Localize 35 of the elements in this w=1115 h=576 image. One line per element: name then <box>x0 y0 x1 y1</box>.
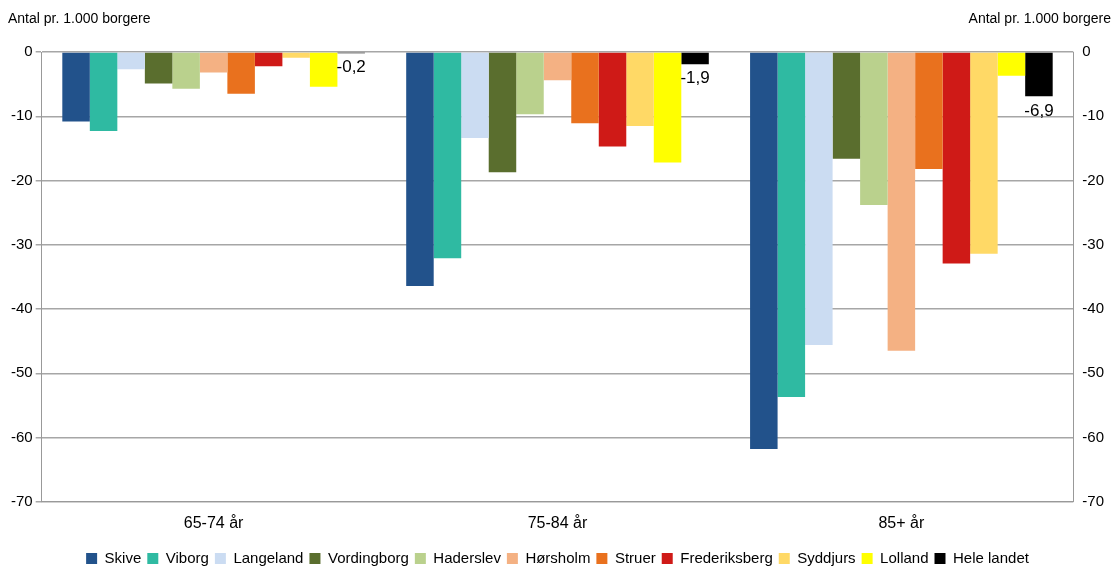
y2-tick-label: -10 <box>1082 106 1105 124</box>
legend-label: Haderslev <box>433 548 502 566</box>
legend-label: Skive <box>104 548 142 566</box>
y-tick-label: -70 <box>10 491 33 509</box>
y-tick-label: -10 <box>10 106 33 124</box>
legend-label: Hele landet <box>953 548 1030 566</box>
data-label: -0,2 <box>336 57 366 77</box>
legend-label: Langeland <box>233 548 304 566</box>
y2-axis-title: Antal pr. 1.000 borgere <box>968 9 1112 26</box>
x-tick-label: 85+ år <box>878 513 925 531</box>
y-tick-label: -60 <box>10 427 33 445</box>
legend-label: Lolland <box>880 548 929 566</box>
y-tick-label: -40 <box>10 299 33 317</box>
y-tick-label: 0 <box>24 42 33 60</box>
y-tick-label: -20 <box>10 170 33 188</box>
y-tick-label: -30 <box>10 234 33 252</box>
legend-label: Frederiksberg <box>680 548 773 566</box>
y2-tick-label: -70 <box>1082 491 1105 509</box>
x-tick-label: 75-84 år <box>527 513 588 531</box>
y2-tick-label: -20 <box>1082 170 1105 188</box>
y2-tick-label: -40 <box>1082 299 1105 317</box>
y2-tick-label: -50 <box>1082 363 1105 381</box>
legend-label: Struer <box>614 548 656 566</box>
legend-label: Syddjurs <box>797 548 856 566</box>
y2-tick-label: 0 <box>1082 42 1091 60</box>
legend-label: Viborg <box>165 548 209 566</box>
y2-tick-label: -30 <box>1082 234 1105 252</box>
legend-label: Vordingborg <box>327 548 409 566</box>
y-tick-label: -50 <box>10 363 33 381</box>
legend-label: Hørsholm <box>525 548 591 566</box>
x-tick-label: 65-74 år <box>183 513 245 531</box>
data-label: -1,9 <box>680 68 710 88</box>
y-axis-title: Antal pr. 1.000 borgere <box>8 9 151 26</box>
y2-tick-label: -60 <box>1082 427 1105 445</box>
data-label: -6,9 <box>1024 100 1054 120</box>
